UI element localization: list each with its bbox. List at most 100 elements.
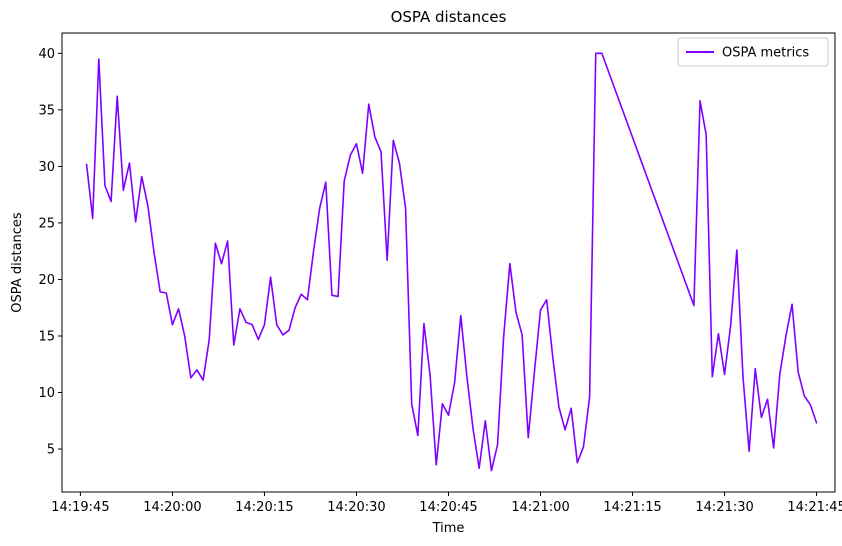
x-tick-label: 14:21:15	[603, 500, 661, 515]
data-point	[220, 263, 223, 265]
data-point	[558, 406, 560, 408]
data-point	[552, 356, 554, 359]
data-point	[564, 429, 566, 431]
data-point	[779, 373, 781, 376]
data-point	[110, 200, 112, 203]
y-tick-label: 5	[47, 443, 55, 458]
data-point	[754, 368, 756, 370]
data-point	[269, 276, 272, 278]
data-point	[141, 175, 143, 178]
data-point	[239, 308, 241, 310]
data-point	[165, 292, 167, 294]
data-point	[312, 250, 315, 252]
data-point	[546, 299, 548, 301]
data-point	[509, 263, 511, 265]
y-tick-label: 25	[38, 216, 55, 231]
chart-title: OSPA distances	[391, 8, 507, 26]
data-point	[797, 371, 799, 373]
data-point	[282, 334, 284, 336]
data-point	[503, 335, 505, 337]
data-point	[460, 315, 462, 317]
data-point	[325, 181, 327, 183]
data-point	[730, 324, 732, 326]
y-axis-title: OSPA distances	[10, 212, 25, 313]
data-point	[466, 376, 468, 378]
data-point	[122, 189, 124, 191]
data-point	[294, 307, 296, 309]
x-tick-label: 14:20:00	[143, 500, 201, 515]
data-point	[595, 52, 597, 54]
y-tick-label: 15	[38, 329, 55, 344]
x-axis-title: Time	[432, 521, 465, 536]
data-point	[196, 369, 198, 371]
data-point	[319, 207, 321, 209]
x-tick-label: 14:21:30	[695, 500, 753, 515]
data-point	[288, 329, 290, 331]
data-point	[803, 395, 805, 397]
x-axis: 14:19:45 14:20:00 14:20:15 14:20:30 14:20:45…	[51, 492, 842, 515]
data-point	[398, 162, 401, 164]
data-point	[423, 322, 425, 325]
data-point	[711, 376, 713, 378]
data-point	[816, 422, 818, 424]
y-tick-label: 30	[38, 160, 55, 175]
data-point	[515, 311, 517, 313]
data-point	[484, 420, 486, 422]
data-point	[539, 309, 542, 311]
data-point	[404, 207, 407, 209]
data-point	[331, 294, 333, 296]
data-point	[773, 447, 775, 449]
data-point	[343, 180, 345, 182]
legend: OSPA metrics	[677, 37, 829, 67]
data-point	[435, 464, 437, 466]
data-point	[601, 52, 603, 54]
data-point	[589, 396, 591, 398]
data-point	[368, 103, 370, 105]
data-point	[85, 163, 88, 165]
data-point	[454, 381, 456, 383]
x-tick-label: 14:20:30	[327, 500, 385, 515]
data-point	[417, 434, 419, 437]
data-point	[386, 259, 388, 261]
data-point	[699, 100, 701, 102]
data-point	[429, 374, 431, 377]
data-point	[159, 291, 161, 293]
y-tick-label: 40	[38, 47, 55, 62]
data-point	[337, 295, 339, 298]
data-point	[374, 136, 376, 138]
data-point	[362, 172, 364, 174]
data-point	[349, 154, 351, 156]
data-point	[441, 403, 443, 405]
data-point	[306, 299, 308, 301]
data-point	[227, 240, 229, 242]
data-point	[257, 338, 259, 340]
x-tick-label: 14:21:00	[511, 500, 569, 515]
data-point	[208, 338, 210, 340]
data-point	[177, 308, 180, 310]
data-point	[533, 371, 535, 373]
data-point	[490, 469, 493, 472]
data-point	[245, 321, 247, 324]
data-point	[472, 428, 474, 430]
data-point	[742, 376, 744, 378]
data-point	[153, 251, 155, 253]
y-tick-label: 35	[38, 103, 55, 118]
data-point	[202, 379, 204, 381]
data-point	[98, 58, 100, 60]
data-point	[116, 95, 118, 97]
data-point	[723, 373, 726, 376]
data-point	[521, 334, 523, 336]
series-line-ospa-metrics	[85, 52, 818, 472]
data-point	[570, 407, 572, 409]
data-point	[92, 217, 94, 220]
data-point	[135, 221, 137, 223]
y-axis: 5 10 15 20 25 30 35 40	[38, 47, 62, 458]
legend-label-ospa-metrics: OSPA metrics	[722, 46, 809, 61]
data-point	[736, 249, 738, 251]
x-tick-label: 14:19:45	[51, 500, 109, 515]
data-point	[717, 333, 720, 335]
data-point	[478, 467, 480, 469]
data-point	[809, 404, 812, 406]
